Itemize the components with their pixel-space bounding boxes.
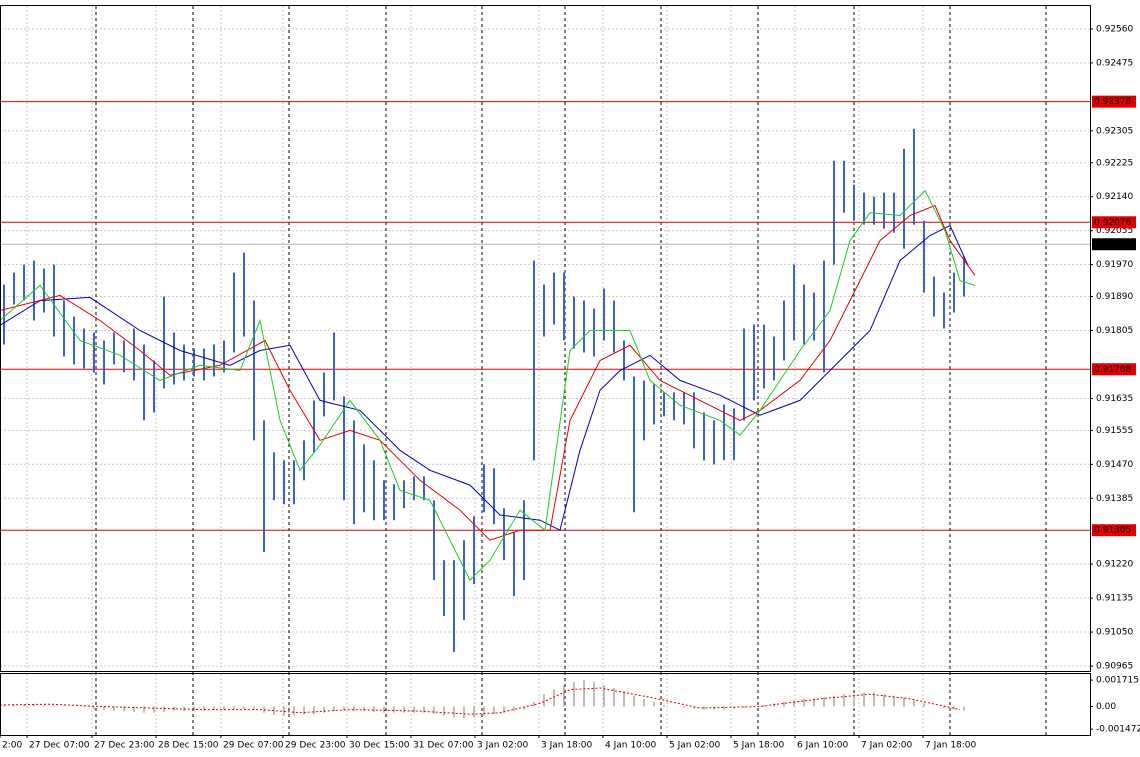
y-tick-label: 0.91805: [1096, 326, 1133, 336]
labels: 0.92560 0.92475 0.92305 0.92225 0.92140 0.920…: [0, 24, 1140, 751]
x-tick-label: 29 Dec 23:00: [285, 741, 346, 751]
marks: [0, 101, 1090, 719]
x-tick-label: 30 Dec 15:00: [349, 741, 410, 751]
y-tick-label: 0.91385: [1096, 494, 1133, 504]
x-tick-label: 4 Jan 10:00: [605, 741, 657, 751]
y-tick-label: 0.91050: [1096, 628, 1133, 638]
x-tick-label: 31 Dec 07:00: [413, 741, 474, 751]
moving-average: [0, 189, 976, 581]
x-tick-label: 3 Jan 02:00: [477, 741, 529, 751]
level-label: 0.92378: [1094, 97, 1131, 107]
y-tick-label: 0.91220: [1096, 560, 1133, 570]
y-tick-label: 0.91135: [1096, 594, 1133, 604]
level-label-box: [1092, 95, 1136, 108]
x-tick-label: 7 Jan 18:00: [925, 741, 977, 751]
y-tick-label: 0.001715: [1096, 676, 1139, 686]
y-tick-label: 0.00: [1096, 702, 1116, 712]
level-label: 0.91305: [1094, 526, 1131, 536]
level-label: 0.91708: [1094, 365, 1131, 375]
x-tick-label: 6 Jan 10:00: [797, 741, 849, 751]
level-label: 0.92076: [1094, 218, 1131, 228]
x-tick-label: 28 Dec 15:00: [158, 741, 219, 751]
last-price-label: 0.92021: [1094, 240, 1131, 250]
main-window-frame: [0, 5, 1091, 672]
y-tick-label: 0.92560: [1096, 24, 1133, 34]
x-tick-label: 5 Jan 18:00: [733, 741, 785, 751]
y-tick-label: 0.91635: [1096, 394, 1133, 404]
x-tick-label: 7 Jan 02:00: [861, 741, 913, 751]
y-tick-label: 0.92225: [1096, 158, 1133, 168]
y-tick-label: 0.92305: [1096, 126, 1133, 136]
y-tick-label: 0.92475: [1096, 58, 1133, 68]
x-tick-label: 27 Dec 23:00: [94, 741, 155, 751]
last-price-box: [1092, 238, 1136, 251]
y-tick-label: 0.91555: [1096, 426, 1133, 436]
signal-line: [0, 687, 961, 715]
moving-average: [0, 204, 976, 541]
x-tick-label: 27 Dec 07:00: [29, 741, 90, 751]
level-label-box: [1092, 216, 1136, 229]
x-tick-label: 29 Dec 07:00: [223, 741, 284, 751]
y-tick-label: 0.91970: [1096, 260, 1133, 270]
y-tick-label: 0.90965: [1096, 662, 1133, 672]
y-tick-label: 0.91890: [1096, 292, 1133, 302]
y-tick-label: 0.91470: [1096, 460, 1133, 470]
y-tick-label: 0.92140: [1096, 192, 1133, 202]
level-label-box: [1092, 524, 1136, 537]
y-tick-label: 0.92055: [1096, 226, 1133, 236]
x-tick-label: 2:00: [2, 741, 22, 751]
y-tick-label: -0.001472: [1096, 725, 1140, 735]
moving-average: [0, 224, 969, 531]
period-separators: [95, 6, 1047, 735]
level-label-box: [1092, 363, 1136, 376]
grid: [0, 6, 1090, 735]
indicator-window-frame: [0, 673, 1091, 736]
x-tick-label: 5 Jan 02:00: [669, 741, 721, 751]
x-tick-label: 3 Jan 18:00: [541, 741, 593, 751]
